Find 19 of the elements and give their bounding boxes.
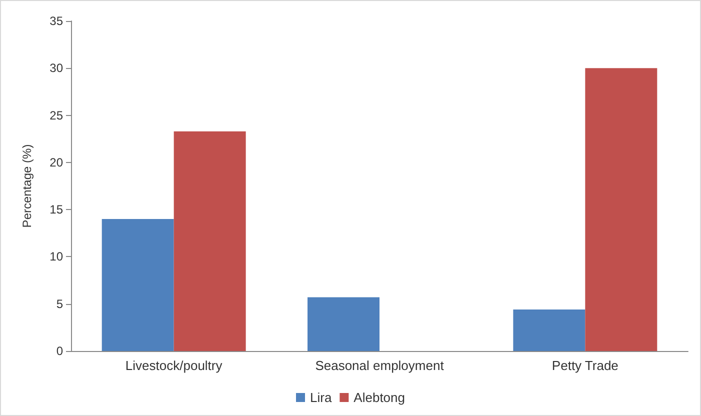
y-tick-label: 5 [56,296,64,311]
y-tick-label: 25 [50,108,64,122]
y-tick-label: 15 [50,202,64,217]
y-tick-label: 0 [56,344,64,358]
bar [174,131,246,351]
y-axis-title: Percentage (%) [20,144,34,228]
legend-label: Alebtong [354,390,406,405]
bar [585,68,658,351]
x-tick-label: Seasonal employment [315,358,444,373]
bar [513,310,586,351]
x-tick-label: Petty Trade [552,358,618,373]
y-tick-label: 30 [50,61,64,76]
legend-label: Lira [310,390,332,405]
y-tick-label: 35 [50,14,64,28]
x-tick-label: Livestock/poultry [125,358,223,373]
bar [308,297,380,351]
y-tick-label: 20 [50,155,64,170]
bar [102,219,174,351]
y-tick-label: 10 [50,250,64,264]
